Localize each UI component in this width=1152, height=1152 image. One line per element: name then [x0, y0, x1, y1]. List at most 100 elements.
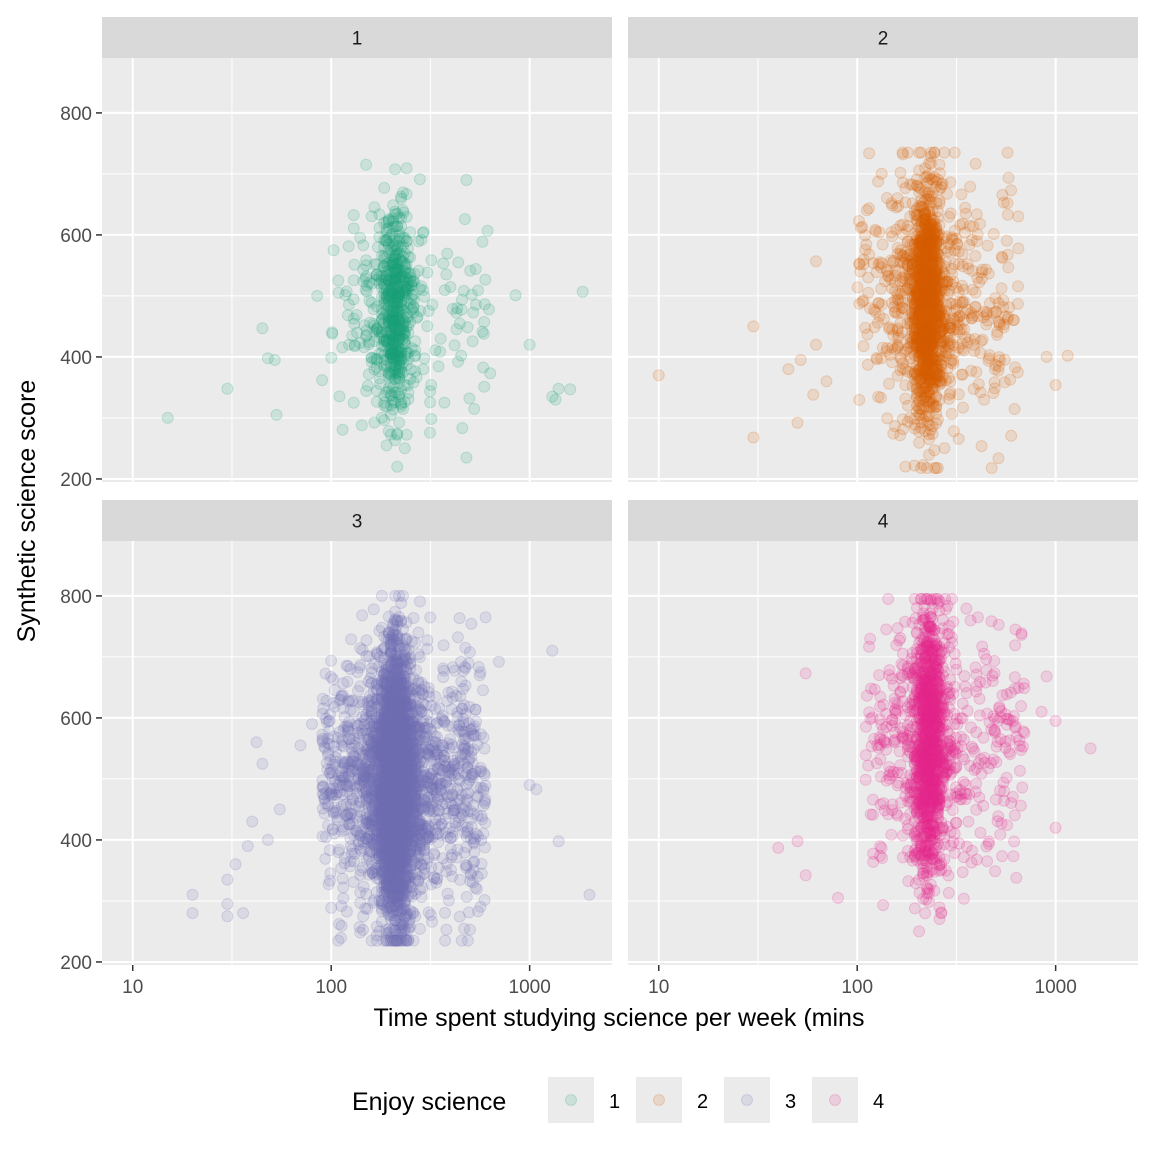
- data-point: [921, 290, 934, 303]
- data-point: [933, 293, 946, 306]
- data-point: [917, 299, 930, 312]
- data-point: [908, 297, 921, 310]
- data-point: [952, 258, 965, 270]
- data-point: [476, 325, 489, 338]
- data-point: [913, 318, 926, 331]
- data-point: [924, 248, 937, 261]
- data-point: [402, 724, 415, 737]
- data-point: [924, 339, 937, 351]
- data-point: [915, 408, 928, 421]
- data-point: [335, 931, 347, 944]
- data-point: [387, 397, 400, 409]
- data-point: [915, 201, 928, 214]
- data-point: [874, 391, 887, 404]
- data-point: [407, 288, 420, 301]
- data-point: [924, 368, 937, 381]
- data-point: [417, 284, 429, 297]
- data-point: [921, 263, 934, 276]
- data-point: [983, 352, 996, 365]
- data-point: [370, 716, 383, 729]
- data-point: [1049, 379, 1062, 391]
- data-point: [919, 258, 932, 271]
- data-point: [886, 296, 899, 309]
- data-point: [926, 219, 939, 232]
- data-point: [441, 247, 454, 260]
- data-point: [413, 595, 426, 608]
- data-point: [913, 221, 926, 234]
- data-point: [389, 266, 402, 279]
- data-point: [923, 300, 935, 313]
- data-point: [904, 330, 917, 343]
- data-point: [924, 288, 937, 301]
- data-point: [897, 423, 910, 436]
- data-point: [915, 224, 928, 237]
- data-point: [886, 230, 899, 243]
- data-point: [913, 363, 926, 376]
- data-point: [930, 407, 943, 420]
- data-point: [373, 791, 386, 804]
- data-point: [469, 263, 482, 275]
- data-point: [891, 307, 904, 320]
- data-point: [928, 256, 941, 269]
- data-point: [402, 933, 415, 946]
- data-point: [404, 226, 417, 239]
- data-point: [382, 743, 395, 755]
- data-point: [332, 274, 345, 287]
- data-point: [389, 291, 402, 304]
- data-point: [402, 242, 414, 255]
- data-point: [387, 351, 400, 364]
- data-point: [917, 322, 930, 334]
- data-point: [398, 783, 411, 796]
- data-point: [928, 324, 941, 337]
- data-point: [989, 306, 1002, 319]
- data-point: [917, 285, 930, 298]
- data-point: [930, 281, 943, 293]
- data-point: [921, 290, 934, 303]
- data-point: [969, 300, 982, 313]
- panel-background: [628, 58, 1138, 482]
- data-point: [904, 249, 917, 262]
- data-point: [926, 339, 939, 352]
- data-point: [919, 251, 932, 264]
- data-point: [908, 459, 921, 472]
- data-point: [919, 288, 932, 301]
- data-point: [965, 306, 978, 319]
- data-point: [966, 309, 979, 322]
- data-point: [923, 320, 935, 333]
- data-point: [387, 339, 400, 352]
- data-point: [948, 146, 961, 159]
- data-point: [947, 331, 960, 344]
- data-point: [921, 304, 934, 317]
- data-point: [910, 360, 923, 373]
- data-point: [467, 306, 480, 319]
- data-point: [924, 263, 937, 276]
- data-point: [1012, 280, 1024, 293]
- data-point: [908, 338, 921, 351]
- data-point: [923, 376, 935, 389]
- data-point: [378, 297, 391, 309]
- data-point: [1005, 184, 1018, 197]
- data-point: [393, 934, 406, 947]
- data-point: [917, 327, 930, 340]
- data-point: [921, 351, 934, 364]
- data-point: [915, 331, 928, 344]
- data-point: [475, 867, 488, 880]
- data-point: [384, 348, 397, 361]
- data-point: [389, 373, 402, 386]
- data-point: [915, 250, 928, 262]
- data-point: [362, 368, 375, 381]
- data-point: [982, 267, 995, 280]
- data-point: [887, 329, 900, 342]
- data-point: [933, 272, 946, 285]
- data-point: [393, 322, 406, 335]
- data-point: [924, 276, 937, 289]
- data-point: [395, 826, 408, 839]
- data-point: [915, 297, 928, 309]
- data-point: [387, 320, 400, 333]
- data-point: [373, 277, 386, 290]
- data-point: [921, 281, 934, 294]
- data-point: [921, 356, 934, 369]
- data-point: [409, 335, 422, 348]
- data-point: [919, 219, 932, 232]
- data-point: [360, 259, 373, 272]
